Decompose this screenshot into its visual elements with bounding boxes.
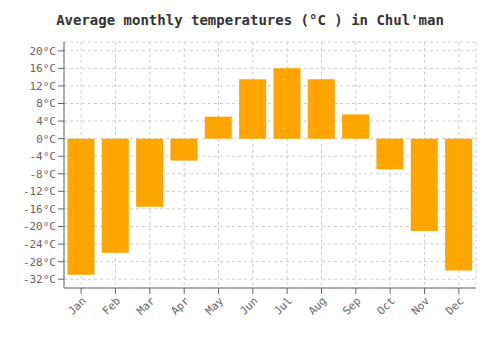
svg-text:Sep: Sep <box>340 294 363 317</box>
svg-text:Oct: Oct <box>375 294 398 317</box>
svg-text:-32°C: -32°C <box>23 273 56 286</box>
svg-text:-20°C: -20°C <box>23 220 56 233</box>
svg-text:0°C: 0°C <box>36 133 56 146</box>
svg-text:-4°C: -4°C <box>30 150 57 163</box>
svg-text:May: May <box>203 294 227 318</box>
svg-text:-12°C: -12°C <box>23 185 56 198</box>
svg-text:Aug: Aug <box>306 294 329 317</box>
svg-text:-24°C: -24°C <box>23 238 56 251</box>
svg-text:20°C: 20°C <box>30 45 57 58</box>
svg-text:-8°C: -8°C <box>30 168 57 181</box>
svg-text:Jul: Jul <box>272 294 295 317</box>
svg-text:Jan: Jan <box>66 294 89 317</box>
svg-text:16°C: 16°C <box>30 62 57 75</box>
svg-text:Nov: Nov <box>409 294 433 318</box>
svg-text:Apr: Apr <box>169 294 193 318</box>
svg-text:12°C: 12°C <box>30 80 57 93</box>
svg-text:Mar: Mar <box>134 294 158 318</box>
svg-text:-16°C: -16°C <box>23 203 56 216</box>
svg-text:4°C: 4°C <box>36 115 56 128</box>
svg-text:Dec: Dec <box>443 294 466 317</box>
html-text:Average monthly temperatures (: Average monthly temperatures (°C ) in Ch… <box>56 12 444 28</box>
svg-text:Feb: Feb <box>100 294 123 317</box>
svg-text:8°C: 8°C <box>36 97 56 110</box>
svg-text:-28°C: -28°C <box>23 256 56 269</box>
svg-text:Jun: Jun <box>237 294 260 317</box>
